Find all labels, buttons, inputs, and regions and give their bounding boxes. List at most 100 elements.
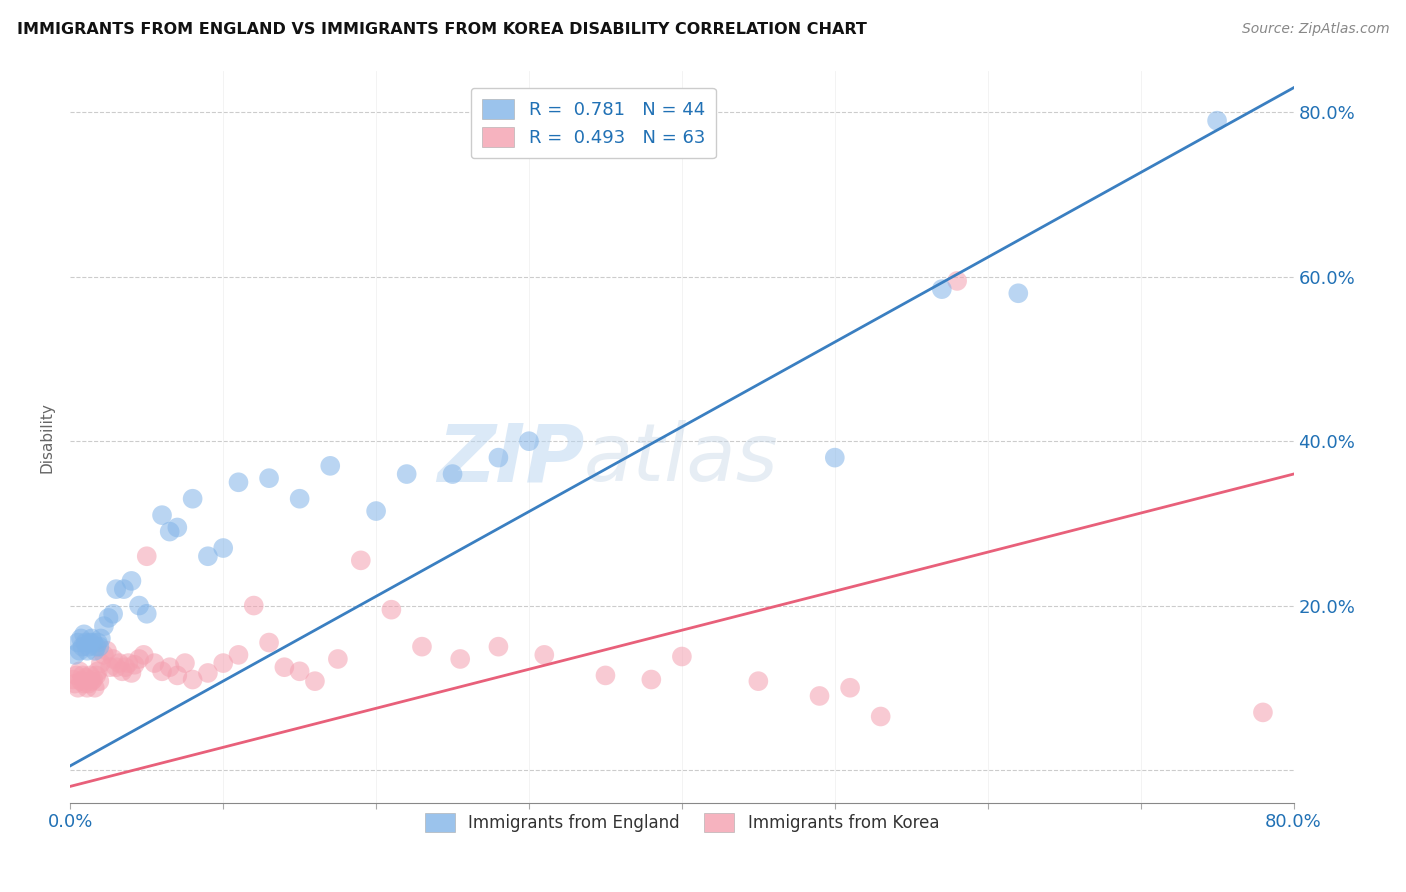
Point [128, 599, 150, 613]
Point [212, 541, 235, 555]
Point [93, 648, 115, 662]
Point [411, 640, 433, 654]
Point [62, 673, 84, 687]
Point [449, 652, 471, 666]
Point [304, 674, 326, 689]
Point [70, 674, 93, 689]
Point [82, 635, 104, 649]
Point [69, 644, 91, 658]
Point [87, 665, 110, 679]
Point [159, 660, 181, 674]
Point [90, 632, 112, 646]
Point [288, 491, 311, 506]
Point [87, 635, 110, 649]
Text: IMMIGRANTS FROM ENGLAND VS IMMIGRANTS FROM KOREA DISABILITY CORRELATION CHART: IMMIGRANTS FROM ENGLAND VS IMMIGRANTS FR… [17, 22, 866, 37]
Point [72, 668, 94, 682]
Point [197, 549, 219, 564]
Point [83, 644, 105, 658]
Point [135, 607, 157, 621]
Point [111, 665, 134, 679]
Point [69, 665, 91, 679]
Point [135, 549, 157, 564]
Point [212, 656, 235, 670]
Point [319, 458, 342, 473]
Point [517, 434, 540, 449]
Point [89, 674, 111, 689]
Point [747, 674, 769, 689]
Point [79, 635, 101, 649]
Point [112, 582, 135, 596]
Point [839, 681, 862, 695]
Point [73, 676, 96, 690]
Point [70, 632, 93, 646]
Point [98, 660, 121, 674]
Point [869, 709, 891, 723]
Point [824, 450, 846, 465]
Point [326, 652, 349, 666]
Point [84, 668, 107, 682]
Point [228, 475, 250, 490]
Point [121, 665, 143, 680]
Point [946, 274, 969, 288]
Point [488, 450, 510, 465]
Point [90, 656, 112, 670]
Point [80, 674, 103, 689]
Point [166, 668, 188, 682]
Text: atlas: atlas [583, 420, 779, 498]
Point [128, 652, 150, 666]
Point [89, 640, 111, 654]
Point [114, 660, 136, 674]
Point [83, 681, 105, 695]
Point [76, 681, 98, 695]
Point [181, 491, 204, 506]
Point [101, 652, 124, 666]
Point [124, 657, 146, 672]
Point [197, 665, 219, 680]
Point [150, 508, 173, 523]
Point [72, 640, 94, 654]
Point [77, 676, 100, 690]
Point [441, 467, 464, 481]
Point [808, 689, 831, 703]
Point [150, 665, 173, 679]
Point [75, 671, 97, 685]
Point [366, 504, 388, 518]
Point [181, 673, 204, 687]
Point [77, 640, 100, 654]
Point [350, 553, 373, 567]
Point [101, 607, 124, 621]
Point [66, 681, 89, 695]
Point [273, 660, 295, 674]
Point [121, 574, 143, 588]
Point [105, 660, 128, 674]
Point [143, 656, 166, 670]
Point [671, 649, 693, 664]
Point [174, 656, 197, 670]
Point [105, 582, 128, 596]
Legend: Immigrants from England, Immigrants from Korea: Immigrants from England, Immigrants from… [415, 803, 949, 842]
Point [73, 627, 96, 641]
Point [93, 619, 115, 633]
Point [96, 644, 118, 658]
Point [640, 673, 662, 687]
Point [1007, 286, 1029, 301]
Point [63, 676, 86, 690]
Point [82, 673, 104, 687]
Point [595, 668, 617, 682]
Point [166, 520, 188, 534]
Point [1206, 113, 1229, 128]
Point [159, 524, 181, 539]
Point [84, 640, 107, 654]
Point [132, 648, 155, 662]
Point [79, 668, 101, 682]
Y-axis label: Disability: Disability [39, 401, 55, 473]
Point [488, 640, 510, 654]
Point [533, 648, 555, 662]
Point [66, 635, 89, 649]
Point [108, 656, 131, 670]
Point [76, 644, 98, 658]
Point [117, 656, 139, 670]
Point [243, 599, 266, 613]
Text: Source: ZipAtlas.com: Source: ZipAtlas.com [1241, 22, 1389, 37]
Point [1251, 706, 1274, 720]
